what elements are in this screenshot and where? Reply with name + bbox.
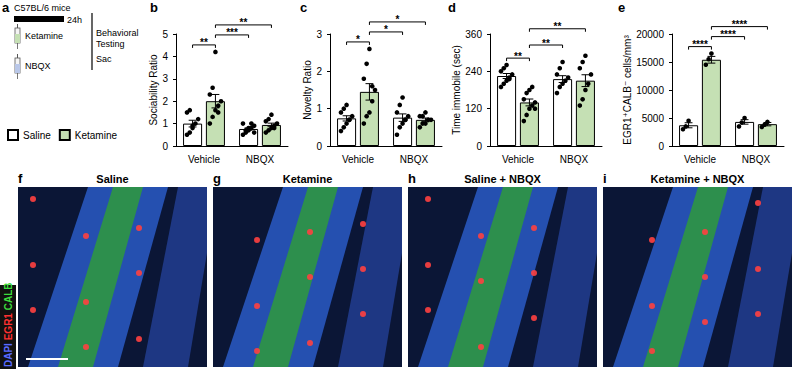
html-text:h: h bbox=[408, 171, 416, 186]
svg-text:Ketamine: Ketamine bbox=[283, 173, 333, 185]
svg-text:10000: 10000 bbox=[636, 85, 664, 96]
svg-text:1: 1 bbox=[316, 103, 322, 114]
svg-text:Vehicle: Vehicle bbox=[342, 154, 375, 165]
svg-text:Saline + NBQX: Saline + NBQX bbox=[464, 173, 541, 185]
html-text:e: e bbox=[618, 0, 626, 15]
svg-text:Ketamine: Ketamine bbox=[25, 31, 63, 41]
svg-text:*: * bbox=[395, 14, 399, 25]
svg-text:Vehicle: Vehicle bbox=[188, 154, 221, 165]
svg-text:1: 1 bbox=[162, 118, 168, 129]
svg-text:Sac: Sac bbox=[96, 54, 112, 64]
svg-text:Testing: Testing bbox=[96, 39, 125, 49]
svg-text:Ketamine + NBQX: Ketamine + NBQX bbox=[651, 173, 745, 185]
html-text:b: b bbox=[150, 0, 158, 15]
svg-text:0: 0 bbox=[316, 141, 322, 152]
svg-text:*: * bbox=[384, 24, 388, 35]
svg-text:0: 0 bbox=[476, 141, 482, 152]
svg-text:Vehicle: Vehicle bbox=[684, 154, 717, 165]
svg-text:5: 5 bbox=[162, 29, 168, 40]
svg-text:NBQX: NBQX bbox=[400, 154, 429, 165]
svg-text:EGR1⁺CALB⁻ cells/mm³: EGR1⁺CALB⁻ cells/mm³ bbox=[622, 35, 633, 145]
svg-text:3: 3 bbox=[316, 29, 322, 40]
html-text:i: i bbox=[603, 171, 607, 186]
svg-text:24h: 24h bbox=[67, 15, 82, 25]
svg-text:**: ** bbox=[240, 17, 248, 28]
svg-text:3: 3 bbox=[162, 73, 168, 84]
svg-text:****: **** bbox=[720, 29, 736, 40]
svg-text:Ketamine: Ketamine bbox=[75, 130, 118, 141]
svg-text:***: *** bbox=[226, 27, 238, 38]
svg-text:NBQX: NBQX bbox=[25, 61, 51, 71]
html-text:g: g bbox=[213, 171, 221, 186]
svg-text:Vehicle: Vehicle bbox=[502, 154, 535, 165]
html-text:d: d bbox=[448, 0, 456, 15]
html-text:c: c bbox=[300, 0, 308, 15]
svg-text:Saline: Saline bbox=[96, 173, 128, 185]
svg-text:DAPI EGR1 CALB: DAPI EGR1 CALB bbox=[3, 283, 14, 367]
svg-text:NBQX: NBQX bbox=[742, 154, 771, 165]
svg-text:NBQX: NBQX bbox=[246, 154, 275, 165]
svg-text:0: 0 bbox=[162, 141, 168, 152]
svg-text:Novelty Ratio: Novelty Ratio bbox=[302, 60, 313, 120]
svg-text:Sociability Ratio: Sociability Ratio bbox=[148, 54, 159, 126]
svg-text:360: 360 bbox=[465, 29, 482, 40]
svg-text:*: * bbox=[356, 34, 360, 45]
svg-text:NBQX: NBQX bbox=[560, 154, 589, 165]
svg-text:15000: 15000 bbox=[636, 57, 664, 68]
svg-text:Saline: Saline bbox=[23, 130, 51, 141]
svg-text:C57BL/6 mice: C57BL/6 mice bbox=[14, 3, 71, 13]
svg-text:**: ** bbox=[542, 38, 550, 49]
svg-text:2: 2 bbox=[162, 96, 168, 107]
svg-text:120: 120 bbox=[465, 103, 482, 114]
svg-text:**: ** bbox=[514, 51, 522, 62]
svg-text:**: ** bbox=[200, 37, 208, 48]
html-text:f: f bbox=[18, 171, 23, 186]
svg-text:4: 4 bbox=[162, 51, 168, 62]
html-text:a: a bbox=[2, 0, 10, 15]
svg-text:20000: 20000 bbox=[636, 29, 664, 40]
svg-text:****: **** bbox=[692, 39, 708, 50]
svg-text:2: 2 bbox=[316, 66, 322, 77]
svg-text:5000: 5000 bbox=[642, 113, 665, 124]
svg-text:**: ** bbox=[554, 21, 562, 32]
svg-text:Time immobile (sec): Time immobile (sec) bbox=[451, 45, 462, 135]
svg-text:240: 240 bbox=[465, 66, 482, 77]
svg-text:****: **** bbox=[732, 19, 748, 30]
svg-text:Behavioral: Behavioral bbox=[96, 28, 139, 38]
svg-text:0: 0 bbox=[658, 141, 664, 152]
